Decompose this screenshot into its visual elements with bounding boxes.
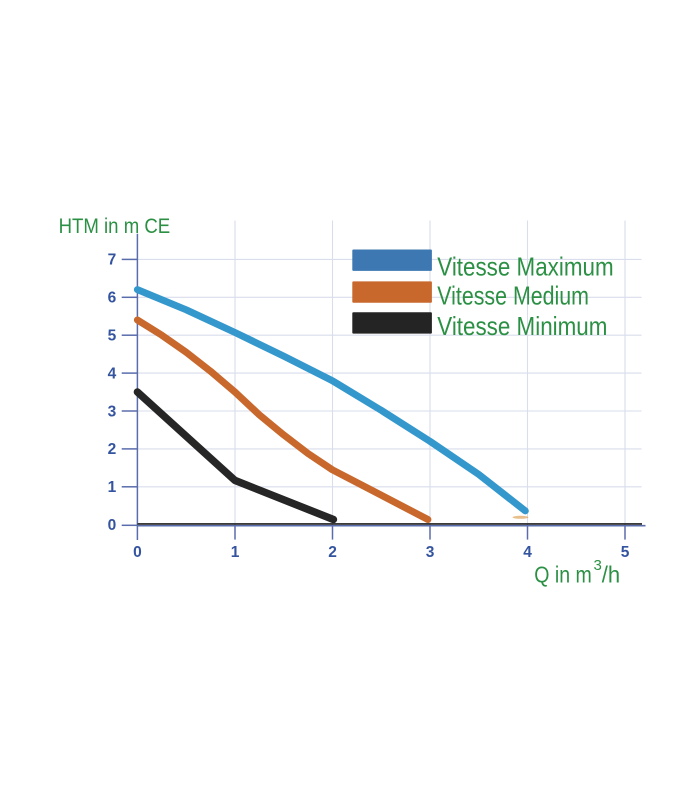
svg-text:Vitesse Minimum: Vitesse Minimum xyxy=(437,311,607,341)
svg-text:5: 5 xyxy=(108,328,117,345)
svg-text:6: 6 xyxy=(108,290,117,307)
svg-text:0: 0 xyxy=(108,517,117,534)
svg-text:Vitesse Maximum: Vitesse Maximum xyxy=(437,252,613,282)
svg-text:1: 1 xyxy=(108,479,117,496)
svg-text:7: 7 xyxy=(108,252,117,269)
svg-text:5: 5 xyxy=(621,544,630,561)
svg-text:0: 0 xyxy=(133,544,142,561)
svg-text:/h: /h xyxy=(602,561,620,587)
svg-text:4: 4 xyxy=(108,365,117,382)
svg-text:Vitesse Medium: Vitesse Medium xyxy=(437,280,589,310)
svg-text:HTM in m CE: HTM in m CE xyxy=(59,214,171,238)
svg-text:1: 1 xyxy=(231,544,240,561)
svg-text:2: 2 xyxy=(328,544,337,561)
svg-text:3: 3 xyxy=(426,544,435,561)
svg-text:3: 3 xyxy=(108,403,117,420)
svg-text:2: 2 xyxy=(108,441,117,458)
svg-text:Q in m: Q in m xyxy=(534,561,592,587)
svg-text:4: 4 xyxy=(523,544,532,561)
svg-text:3: 3 xyxy=(594,557,602,574)
